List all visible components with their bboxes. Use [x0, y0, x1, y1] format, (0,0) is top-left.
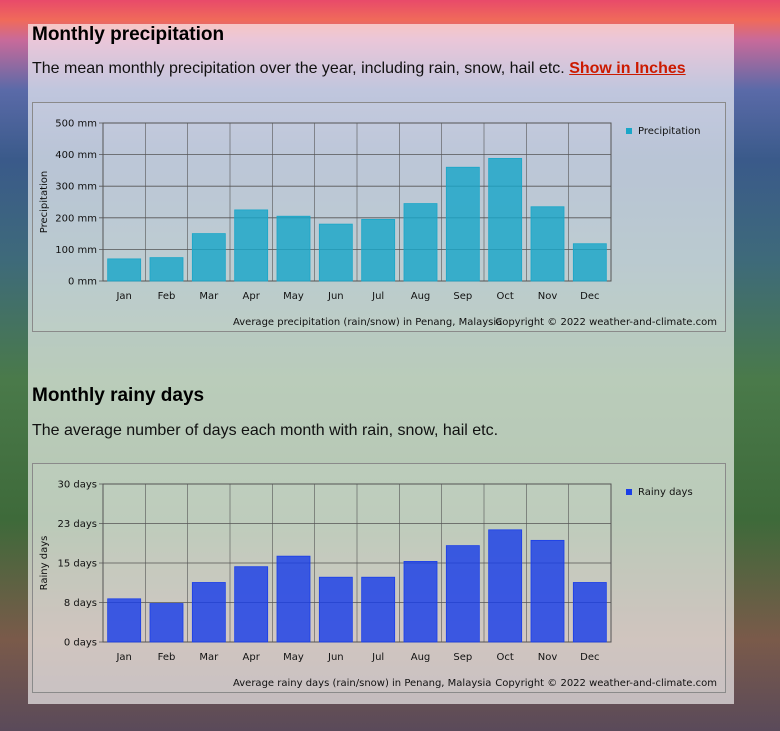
- rainy-ytick-label: 23 days: [57, 519, 97, 530]
- rainy-ytick-label: 15 days: [57, 559, 97, 570]
- precip-ytick-label: 500 mm: [55, 119, 97, 130]
- precip-ylabel: Precipitation: [39, 171, 50, 234]
- rainy-bar-dec: [572, 582, 607, 643]
- rainy-bar-jan: [107, 598, 142, 643]
- rainy-bar-apr: [234, 566, 269, 643]
- rainy-ytick-label: 30 days: [57, 480, 97, 491]
- rainy-bar-may: [276, 555, 311, 643]
- precip-xtick-label: Apr: [243, 291, 261, 302]
- precip-bar-feb: [149, 257, 184, 282]
- rainy-bar-oct: [488, 529, 523, 643]
- rainy-xtick-label: Nov: [538, 652, 558, 663]
- rainy-xtick-label: May: [283, 652, 304, 663]
- rainy-bar-aug: [403, 561, 438, 643]
- rainy-bar-mar: [191, 582, 226, 643]
- precip-bar-sep: [445, 166, 480, 282]
- precip-xtick-label: May: [283, 291, 304, 302]
- rainy-xtick-label: Jan: [115, 652, 131, 663]
- rainy-xtick-label: Apr: [243, 652, 261, 663]
- precipitation-title: Monthly precipitation: [32, 24, 225, 45]
- precip-legend-label: Precipitation: [638, 126, 701, 137]
- precip-ytick-label: 100 mm: [55, 245, 97, 256]
- precip-ytick-label: 400 mm: [55, 150, 97, 161]
- precip-bar-jan: [107, 258, 142, 282]
- precip-bar-apr: [234, 209, 269, 282]
- rainy-days-title: Monthly rainy days: [32, 385, 205, 406]
- rainy-bar-jun: [318, 576, 353, 643]
- rainy-xtick-label: Jul: [371, 652, 384, 663]
- precipitation-description: The mean monthly precipitation over the …: [32, 60, 686, 78]
- rainy-legend-label: Rainy days: [638, 487, 693, 498]
- precip-bar-aug: [403, 203, 438, 282]
- rainy-bar-nov: [530, 539, 565, 643]
- rainy-xtick-label: Dec: [580, 652, 599, 663]
- rainy-xtick-label: Aug: [411, 652, 431, 663]
- precip-bar-nov: [530, 206, 565, 282]
- rainy-days-description: The average number of days each month wi…: [32, 422, 499, 439]
- precip-ytick-label: 300 mm: [55, 182, 97, 193]
- precipitation-chart: 0 mm 100 mm 200 mm 300 mm 400 mm 500 mm Jan Feb…: [32, 102, 726, 332]
- precip-bar-may: [276, 215, 311, 282]
- rainy-footer-caption: Average rainy days (rain/snow) in Penang…: [233, 678, 491, 689]
- precip-bar-dec: [572, 243, 607, 282]
- rainy-days-chart-svg: 0 days 8 days 15 days 23 days 30 days Jan Feb M…: [39, 480, 717, 690]
- precip-xtick-label: Dec: [580, 291, 599, 302]
- precip-bar-mar: [191, 233, 226, 282]
- precip-xtick-label: Nov: [538, 291, 558, 302]
- precip-footer-caption: Average precipitation (rain/snow) in Pen…: [233, 317, 502, 328]
- rainy-xtick-label: Sep: [453, 652, 472, 663]
- precipitation-chart-svg: 0 mm 100 mm 200 mm 300 mm 400 mm 500 mm Jan Feb…: [39, 119, 717, 329]
- rainy-ytick-label: 0 days: [64, 638, 97, 649]
- precip-xtick-label: Jan: [115, 291, 131, 302]
- precip-bar-oct: [488, 157, 523, 282]
- precip-xtick-label: Mar: [199, 291, 219, 302]
- precip-bar-jun: [318, 223, 353, 282]
- precip-legend-swatch: [626, 128, 632, 134]
- precip-ytick-label: 200 mm: [55, 213, 97, 224]
- precipitation-description-text: The mean monthly precipitation over the …: [32, 60, 565, 77]
- rainy-days-chart: 0 days 8 days 15 days 23 days 30 days Jan Feb M…: [32, 463, 726, 693]
- precip-xtick-label: Sep: [453, 291, 472, 302]
- rainy-legend-swatch: [626, 489, 632, 495]
- precip-bar-jul: [361, 218, 396, 282]
- precip-xtick-label: Feb: [158, 291, 176, 302]
- precip-footer-copyright: Copyright © 2022 weather-and-climate.com: [495, 317, 717, 328]
- rainy-xtick-label: Feb: [158, 652, 176, 663]
- rainy-footer-copyright: Copyright © 2022 weather-and-climate.com: [495, 678, 717, 689]
- precip-xtick-label: Oct: [497, 291, 514, 302]
- rainy-xtick-label: Mar: [199, 652, 219, 663]
- show-in-inches-link[interactable]: Show in Inches: [569, 60, 686, 77]
- rainy-bar-sep: [445, 545, 480, 643]
- rainy-ylabel: Rainy days: [39, 536, 50, 591]
- rainy-bar-feb: [149, 603, 184, 643]
- precip-xtick-label: Jun: [327, 291, 344, 302]
- rainy-xtick-label: Jun: [327, 652, 344, 663]
- rainy-ytick-label: 8 days: [64, 598, 97, 609]
- precip-xtick-label: Aug: [411, 291, 431, 302]
- precip-ytick-label: 0 mm: [68, 277, 97, 288]
- rainy-xtick-label: Oct: [497, 652, 514, 663]
- precip-xtick-label: Jul: [371, 291, 384, 302]
- rainy-bar-jul: [361, 576, 396, 643]
